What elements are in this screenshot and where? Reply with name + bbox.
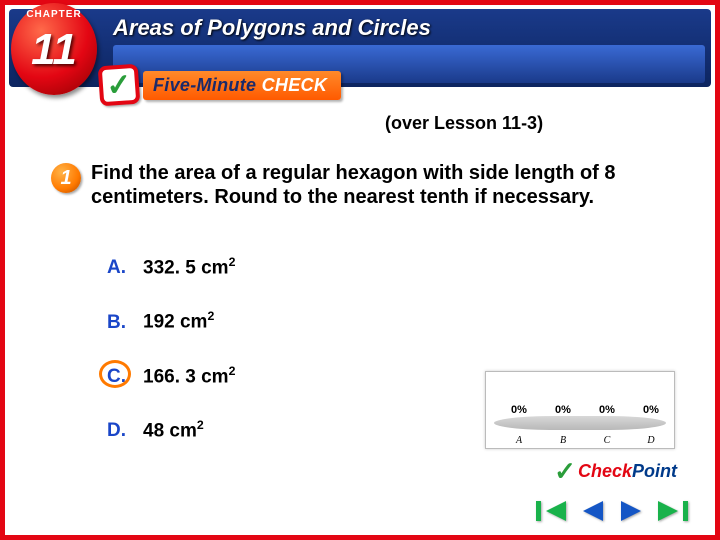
nav-controls <box>535 497 689 525</box>
option-answer: 192 cm2 <box>143 309 214 333</box>
nav-first-button[interactable] <box>535 497 569 525</box>
nav-prev-button[interactable] <box>575 497 609 525</box>
checkpoint-part1: Check <box>578 461 632 481</box>
option-answer: 166. 3 cm2 <box>143 364 235 388</box>
question-number-badge: 1 <box>51 163 81 193</box>
slide-frame: Areas of Polygons and Circles CHAPTER 11… <box>0 0 720 540</box>
nav-last-button[interactable] <box>655 497 689 525</box>
chart-bar-label: 0% <box>548 404 578 416</box>
answer-option[interactable]: D. 48 cm2 <box>107 418 235 442</box>
checkmark-icon: ✓ <box>98 64 141 107</box>
answer-options: A. 332. 5 cm2 B. 192 cm2 C. 166. 3 cm2 D. 48 cm… <box>107 255 235 442</box>
chart-bar-label: 0% <box>504 404 534 416</box>
five-minute-check-tag: ✓ Five-Minute CHECK <box>99 65 341 105</box>
checkpoint-checkmark-icon: ✓ <box>554 456 576 487</box>
answer-option[interactable]: B. 192 cm2 <box>107 309 235 333</box>
question-text: Find the area of a regular hexagon with … <box>91 161 655 210</box>
checkpoint-logo: ✓ CheckPoint <box>554 456 677 487</box>
option-letter: D. <box>107 420 133 442</box>
checkpoint-part2: Point <box>632 461 677 481</box>
chart-category-label: A <box>504 435 534 446</box>
answer-option[interactable]: C. 166. 3 cm2 <box>107 364 235 388</box>
chart-category-label: D <box>636 435 666 446</box>
chapter-number: 11 <box>11 25 97 75</box>
correct-indicator-ring <box>99 360 131 388</box>
chart-category-label: C <box>592 435 622 446</box>
chapter-label: CHAPTER <box>11 9 97 20</box>
nav-next-button[interactable] <box>615 497 649 525</box>
chart-bar-label: 0% <box>592 404 622 416</box>
lesson-reference: (over Lesson 11-3) <box>385 113 543 134</box>
question-number: 1 <box>60 167 71 190</box>
response-chart: 0% A 0% B 0% C 0% D <box>485 371 675 449</box>
fmc-prefix: Five-Minute <box>153 75 256 95</box>
answer-option[interactable]: A. 332. 5 cm2 <box>107 255 235 279</box>
option-letter: C. <box>107 366 133 388</box>
chart-bar-label: 0% <box>636 404 666 416</box>
option-answer: 48 cm2 <box>143 418 204 442</box>
option-letter: B. <box>107 312 133 334</box>
chart-category-label: B <box>548 435 578 446</box>
chapter-title: Areas of Polygons and Circles <box>113 15 431 41</box>
chart-platform <box>494 416 666 430</box>
fmc-suffix: CHECK <box>262 75 328 95</box>
option-letter: A. <box>107 257 133 279</box>
chapter-badge: CHAPTER 11 <box>11 3 97 95</box>
five-minute-check-label: Five-Minute CHECK <box>143 71 341 100</box>
option-answer: 332. 5 cm2 <box>143 255 235 279</box>
